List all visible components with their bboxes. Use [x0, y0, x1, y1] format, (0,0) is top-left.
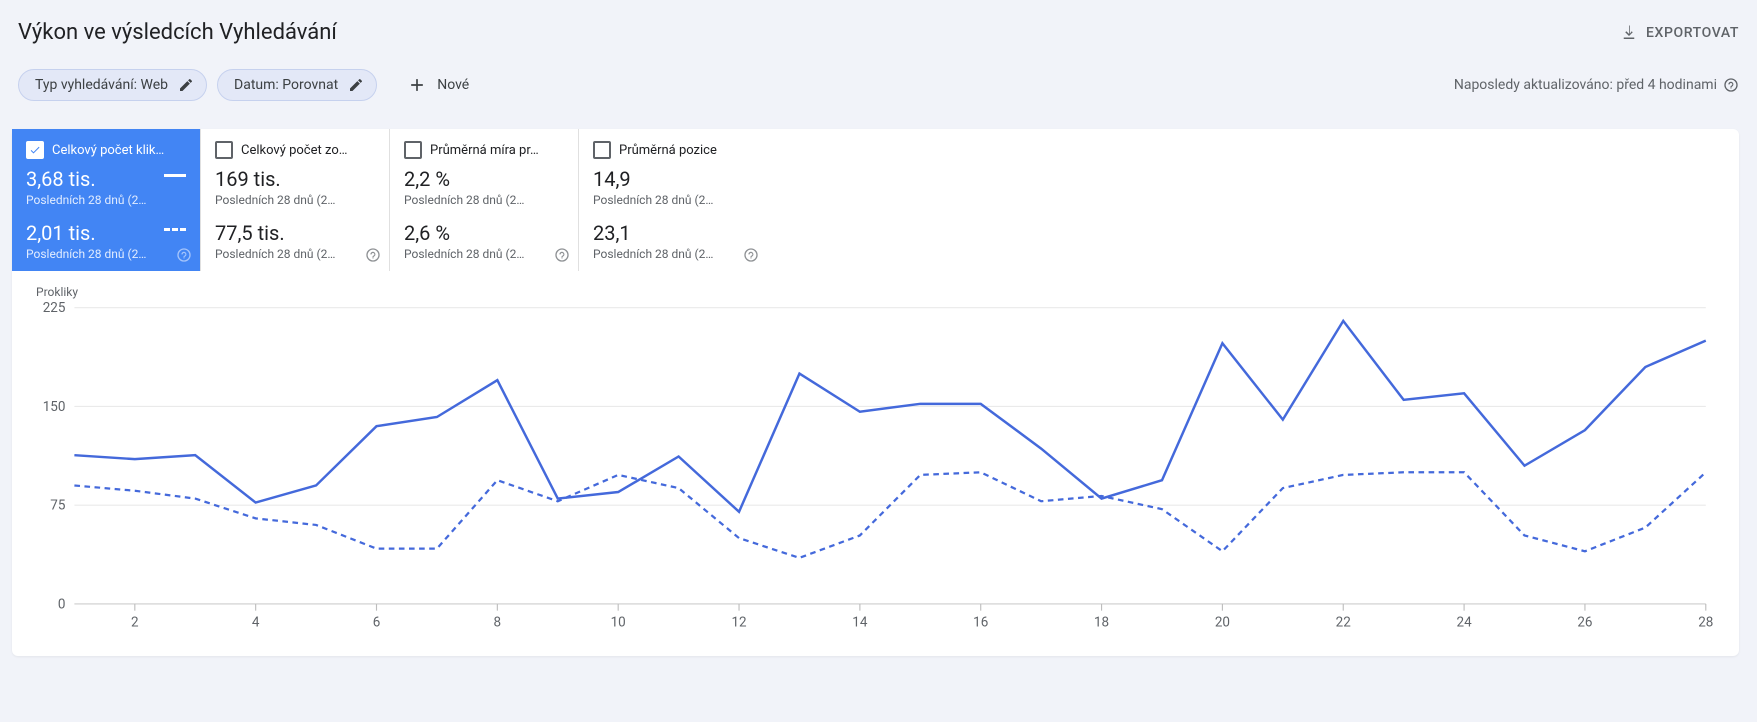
svg-text:14: 14: [852, 615, 868, 630]
svg-text:16: 16: [973, 615, 988, 630]
metric-label: Průměrná pozice: [619, 143, 717, 158]
metric-value-current: 2,2 %: [404, 167, 450, 191]
legend-solid: [164, 174, 186, 177]
svg-text:4: 4: [252, 615, 260, 630]
svg-text:18: 18: [1094, 615, 1109, 630]
export-button[interactable]: EXPORTOVAT: [1620, 24, 1739, 42]
checkbox-icon: [404, 141, 422, 159]
svg-text:75: 75: [50, 499, 66, 514]
metrics-row: Celkový počet klik… 3,68 tis. Posledních 2…: [12, 129, 1739, 271]
metric-value-previous: 23,1: [593, 221, 631, 245]
filter-search-type-label: Typ vyhledávání: Web: [35, 77, 168, 93]
svg-text:22: 22: [1336, 615, 1352, 630]
download-icon: [1620, 24, 1638, 42]
svg-text:20: 20: [1215, 615, 1230, 630]
metric-sub-current: Posledních 28 dnů (2…: [26, 193, 186, 207]
metric-card-impressions[interactable]: Celkový počet zo… 169 tis. Posledních 28 d…: [201, 129, 390, 271]
svg-text:26: 26: [1577, 615, 1592, 630]
pencil-icon: [178, 77, 194, 93]
metric-sub-previous: Posledních 28 dnů (2…: [404, 247, 564, 261]
help-icon[interactable]: [1723, 77, 1739, 93]
checkbox-icon: [593, 141, 611, 159]
checkbox-icon: [26, 141, 44, 159]
metric-value-current: 14,9: [593, 167, 631, 191]
help-icon[interactable]: [554, 247, 570, 263]
metric-value-previous: 77,5 tis.: [215, 221, 285, 245]
plus-icon: [407, 75, 427, 95]
help-icon[interactable]: [743, 247, 759, 263]
metric-card-clicks[interactable]: Celkový počet klik… 3,68 tis. Posledních 2…: [12, 129, 201, 271]
pencil-icon: [348, 77, 364, 93]
metric-label: Celkový počet klik…: [52, 143, 164, 158]
last-updated-label: Naposledy aktualizováno: před 4 hodinami: [1454, 77, 1717, 93]
help-icon[interactable]: [365, 247, 381, 263]
svg-text:2: 2: [131, 615, 139, 630]
metric-card-position[interactable]: Průměrná pozice 14,9 Posledních 28 dnů (2……: [579, 129, 767, 271]
chart-y-axis-title: Prokliky: [36, 285, 1717, 299]
page-title: Výkon ve výsledcích Vyhledávání: [18, 20, 337, 45]
svg-text:12: 12: [731, 615, 747, 630]
metric-sub-current: Posledních 28 dnů (2…: [404, 193, 564, 207]
series-current: [74, 321, 1705, 512]
metric-value-previous: 2,01 tis.: [26, 221, 96, 245]
metric-sub-current: Posledních 28 dnů (2…: [215, 193, 375, 207]
metric-value-current: 3,68 tis.: [26, 167, 96, 191]
svg-text:10: 10: [611, 615, 626, 630]
svg-text:225: 225: [43, 301, 66, 316]
svg-text:8: 8: [494, 615, 502, 630]
metric-card-ctr[interactable]: Průměrná míra pr… 2,2 % Posledních 28 dnů …: [390, 129, 579, 271]
svg-text:150: 150: [43, 400, 66, 415]
metric-label: Průměrná míra pr…: [430, 143, 539, 158]
metric-sub-current: Posledních 28 dnů (2…: [593, 193, 753, 207]
metric-label: Celkový počet zo…: [241, 143, 347, 158]
svg-text:6: 6: [373, 615, 381, 630]
metric-value-current: 169 tis.: [215, 167, 281, 191]
help-icon[interactable]: [176, 247, 192, 263]
add-filter-label: Nové: [437, 77, 469, 93]
metric-sub-previous: Posledních 28 dnů (2…: [26, 247, 186, 261]
filter-search-type[interactable]: Typ vyhledávání: Web: [18, 69, 207, 101]
legend-dashed: [164, 228, 186, 231]
metric-sub-previous: Posledních 28 dnů (2…: [215, 247, 375, 261]
filter-date[interactable]: Datum: Porovnat: [217, 69, 377, 101]
metric-sub-previous: Posledních 28 dnů (2…: [593, 247, 753, 261]
svg-text:28: 28: [1698, 615, 1713, 630]
last-updated: Naposledy aktualizováno: před 4 hodinami: [1454, 77, 1739, 93]
svg-text:24: 24: [1457, 615, 1473, 630]
svg-text:0: 0: [58, 597, 66, 612]
export-label: EXPORTOVAT: [1646, 25, 1739, 41]
clicks-line-chart: 075150225246810121416182022242628: [34, 301, 1717, 638]
metric-value-previous: 2,6 %: [404, 221, 450, 245]
filter-date-label: Datum: Porovnat: [234, 77, 338, 93]
series-previous: [74, 472, 1705, 558]
checkbox-icon: [215, 141, 233, 159]
add-filter-button[interactable]: Nové: [395, 69, 481, 101]
